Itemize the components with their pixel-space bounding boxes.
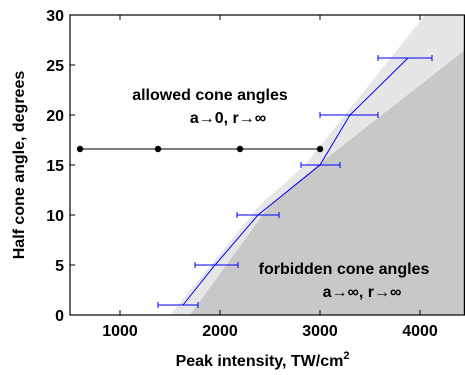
y-axis-title: Half cone angle, degrees <box>11 71 28 260</box>
annotation-line2: a→0, r→∞ <box>190 110 266 127</box>
y-tick-label: 10 <box>46 208 64 225</box>
allowed-angle-point <box>76 145 84 153</box>
x-tick-label: 1000 <box>102 323 138 340</box>
allowed-angle-point <box>236 145 244 153</box>
x-tick-label: 2000 <box>202 323 238 340</box>
measured-line <box>182 57 409 306</box>
annotation-line1: allowed cone angles <box>132 87 288 104</box>
x-tick-label: 3000 <box>302 323 338 340</box>
allowed-angle-point <box>316 145 324 153</box>
annotations: allowed cone angles a→0, r→∞ forbidden con… <box>132 87 429 301</box>
forbidden-region <box>190 50 465 315</box>
axis-ticks: 1000 2000 3000 4000 0 5 10 15 20 25 30 <box>46 8 438 340</box>
x-axis-title-text: Peak intensity, TW/cm <box>176 353 344 370</box>
allowed-angle-point <box>154 145 162 153</box>
y-tick-label: 20 <box>46 108 64 125</box>
x-axis-title-superscript: 2 <box>343 350 349 362</box>
y-tick-label: 5 <box>55 258 64 275</box>
series-layer <box>76 55 433 308</box>
annotation-line1: forbidden cone angles <box>259 261 430 278</box>
x-axis-title: Peak intensity, TW/cm2 <box>176 350 350 370</box>
y-tick-label: 15 <box>46 158 64 175</box>
x-tick-label: 4000 <box>402 323 438 340</box>
y-tick-label: 25 <box>46 58 64 75</box>
y-tick-label: 30 <box>46 8 64 25</box>
y-tick-label: 0 <box>55 308 64 325</box>
annotation-line2: a→∞, r→∞ <box>323 284 402 301</box>
